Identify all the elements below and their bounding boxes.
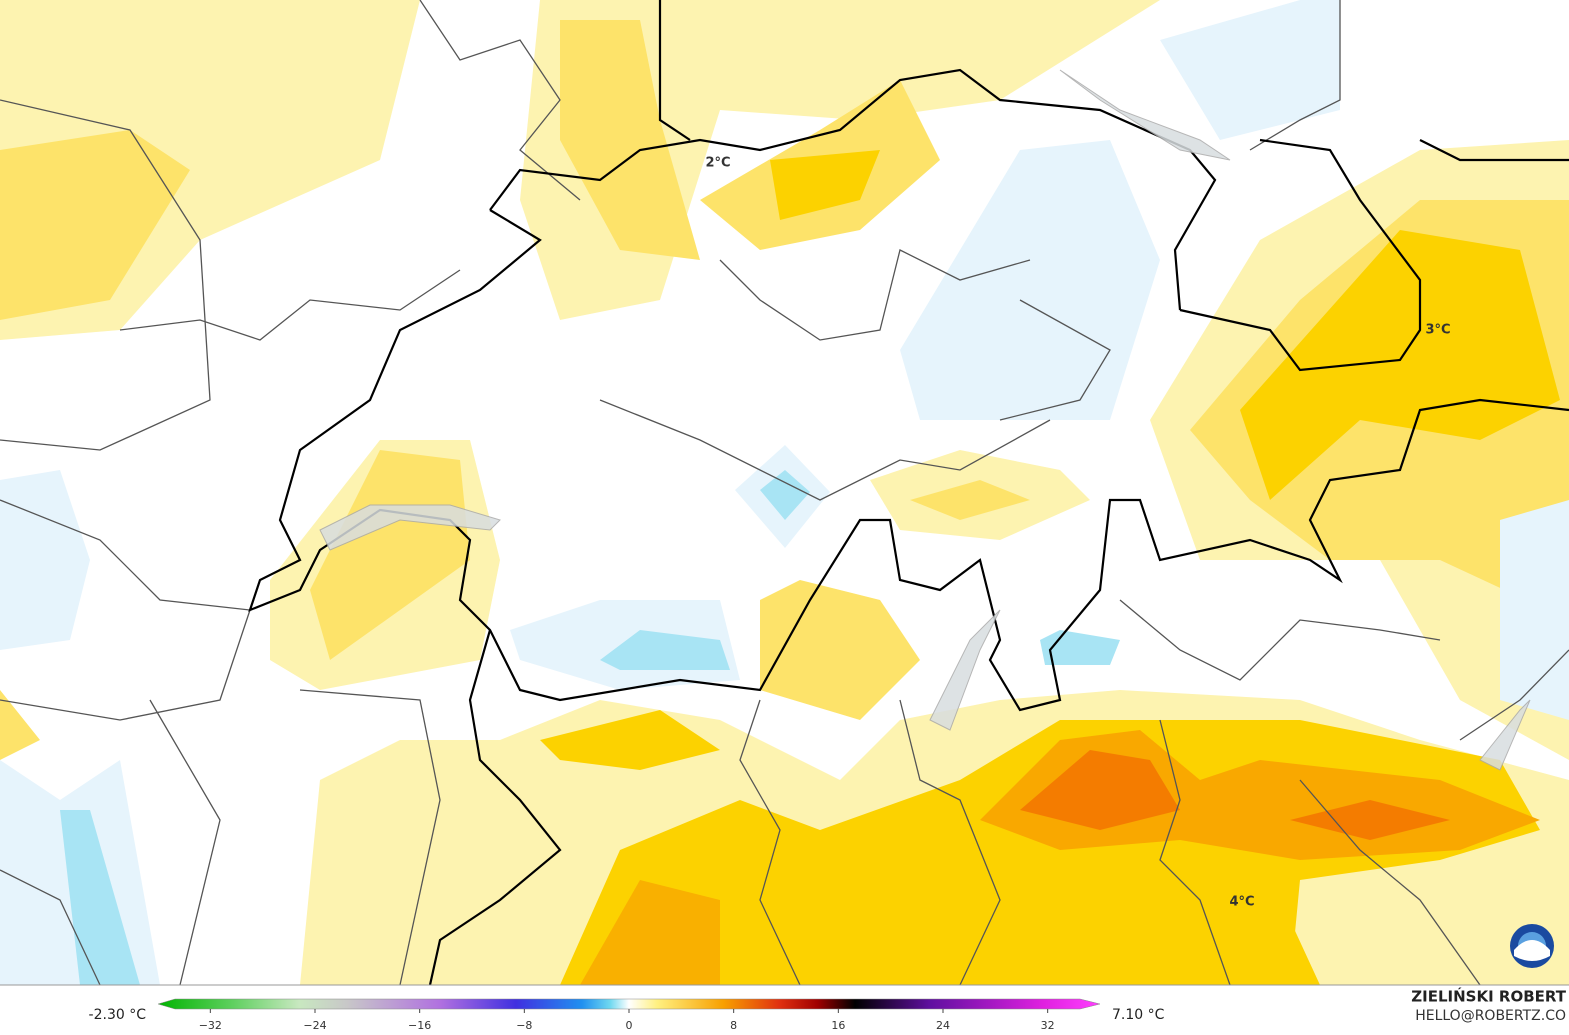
email: HELLO@ROBERTZ.CO bbox=[1415, 1008, 1566, 1024]
min-label: -2.30 °C bbox=[89, 1007, 147, 1023]
colorbar-tick-label: 24 bbox=[936, 1019, 950, 1032]
lakes bbox=[319, 69, 1531, 771]
colorbar-tick-label: −16 bbox=[408, 1019, 431, 1032]
max-label: 7.10 °C bbox=[1112, 1007, 1165, 1023]
contour-label: 3°C bbox=[1425, 323, 1450, 338]
colorbar-tick-label: 16 bbox=[831, 1019, 845, 1032]
colorbar-tick-label: −32 bbox=[199, 1019, 222, 1032]
colorbar-tick-label: −24 bbox=[303, 1019, 326, 1032]
colorbar-tick-label: 32 bbox=[1041, 1019, 1055, 1032]
region-borders bbox=[0, 0, 1569, 986]
contour-label: 2°C bbox=[705, 156, 730, 171]
contour-label: 4°C bbox=[1229, 895, 1254, 910]
national-borders bbox=[248, 0, 1569, 986]
author: ZIELIŃSKI ROBERT bbox=[1411, 987, 1566, 1006]
colorbar-gradient bbox=[157, 998, 1101, 1010]
noaa-logo bbox=[1510, 924, 1554, 968]
colorbar: -2.30 °C 7.10 °C −32 −24 −16 −8 0 8 16 24 32 bbox=[89, 998, 1165, 1032]
colorbar-tick-label: 0 bbox=[626, 1019, 633, 1032]
colorbar-tick-label: 8 bbox=[730, 1019, 737, 1032]
map: 2°C 3°C 4°C bbox=[0, 0, 1569, 986]
colorbar-tick-label: −8 bbox=[516, 1019, 532, 1032]
contour-fill bbox=[0, 0, 1569, 985]
